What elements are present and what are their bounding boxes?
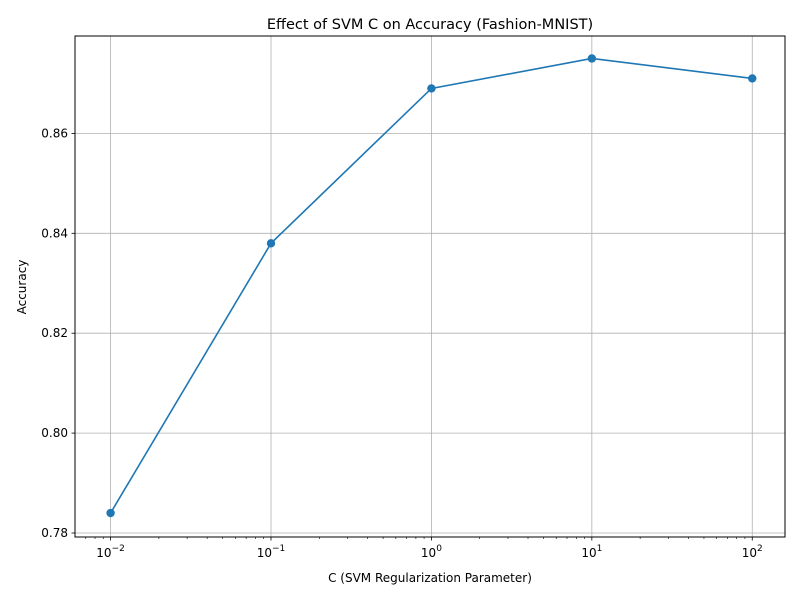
data-point	[106, 508, 115, 518]
grid	[75, 36, 785, 537]
y-axis-ticks: 0.78 0.80 0.82 0.84 0.86	[41, 126, 75, 540]
y-tick-label: 0.80	[41, 426, 68, 440]
y-tick-label: 0.84	[41, 226, 68, 240]
x-axis-ticks: 10−2 10−1 100 101 102	[96, 537, 763, 560]
x-tick-label: 102	[742, 544, 763, 560]
data-point	[748, 74, 757, 83]
x-tick-label: 10−2	[96, 544, 125, 560]
x-tick-label: 100	[421, 544, 442, 560]
y-tick-label: 0.86	[41, 126, 68, 140]
x-axis-label: C (SVM Regularization Parameter)	[328, 571, 532, 585]
data-point	[266, 239, 276, 248]
series	[106, 54, 757, 518]
chart-title: Effect of SVM C on Accuracy (Fashion-MNI…	[267, 17, 593, 33]
data-point	[427, 84, 436, 93]
x-tick-label: 10−1	[257, 544, 286, 560]
data-point	[587, 54, 597, 63]
x-tick-label: 101	[581, 544, 602, 560]
y-axis-label: Accuracy	[15, 260, 29, 315]
y-tick-label: 0.78	[41, 526, 68, 540]
y-tick-label: 0.82	[41, 326, 68, 340]
plot-frame	[74, 35, 786, 538]
